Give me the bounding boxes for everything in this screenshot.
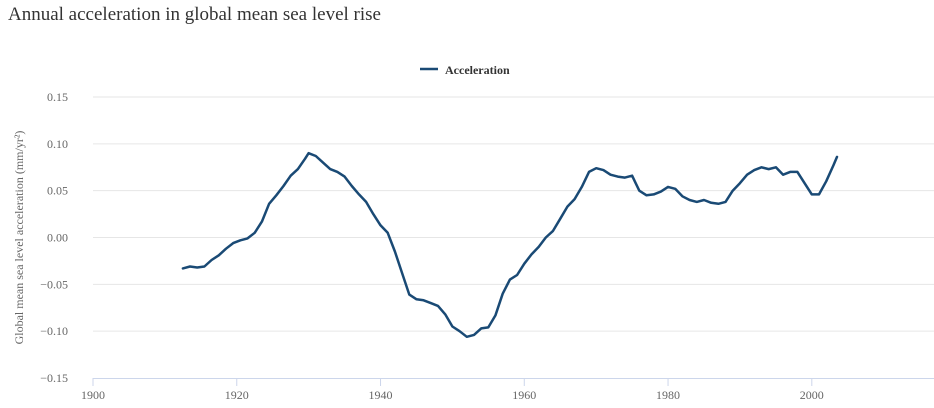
y-axis-label: Global mean sea level acceleration (mm/y…	[12, 131, 26, 345]
x-axis: 1900 1920 1940 1960 1980 2000	[81, 378, 824, 402]
y-tick-label: 0.10	[47, 137, 68, 151]
gridlines	[93, 96, 934, 332]
series-line-acceleration[interactable]	[181, 151, 839, 339]
legend-label-acceleration: Acceleration	[445, 63, 510, 77]
y-tick-label: −0.10	[40, 324, 68, 338]
x-tick-label: 2000	[800, 388, 824, 402]
chart-title: Annual acceleration in global mean sea l…	[8, 4, 381, 25]
y-tick-label: 0.00	[47, 231, 68, 245]
y-tick-label: 0.05	[47, 184, 68, 198]
x-tick-label: 1900	[81, 388, 105, 402]
legend[interactable]: Acceleration	[420, 63, 510, 77]
y-tick-label: −0.15	[40, 371, 68, 385]
x-tick-label: 1960	[512, 388, 536, 402]
y-tick-label: 0.15	[47, 90, 68, 104]
series-group	[181, 151, 839, 339]
x-tick-label: 1920	[225, 388, 249, 402]
y-tick-label: −0.05	[40, 277, 68, 291]
y-axis: −0.15 −0.10 −0.05 0.00 0.05 0.10 0.15	[40, 90, 68, 385]
x-tick-label: 1940	[369, 388, 393, 402]
x-tick-label: 1980	[656, 388, 680, 402]
